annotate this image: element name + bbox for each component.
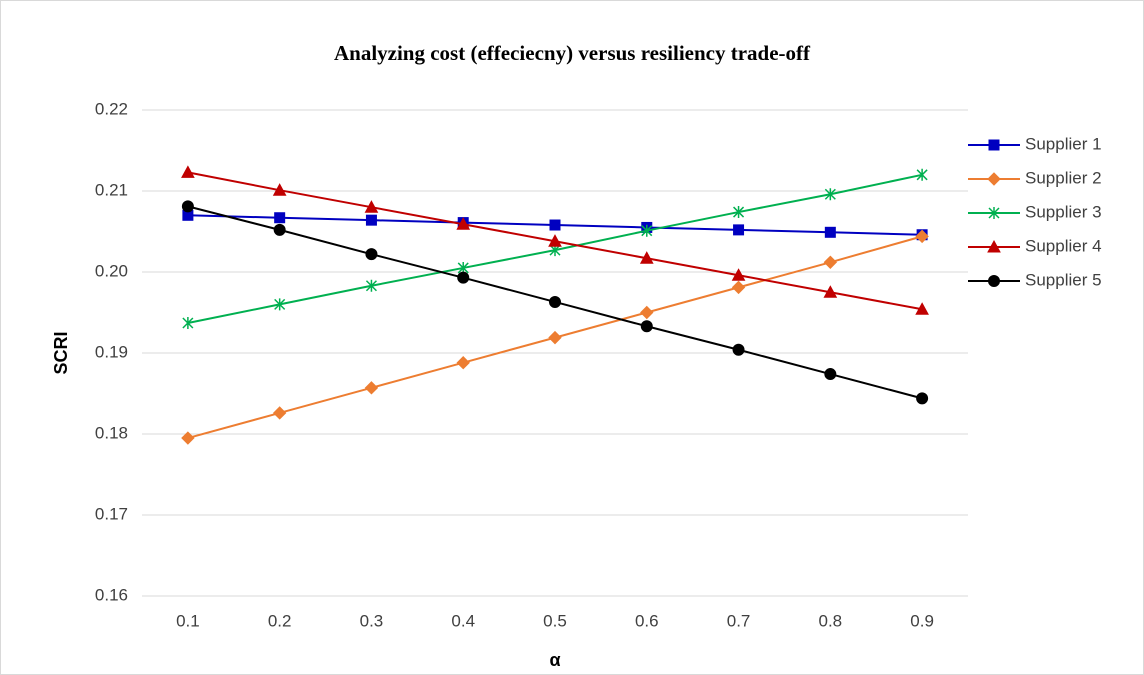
marker (640, 305, 654, 320)
marker (273, 223, 286, 236)
y-tick-label: 0.21 (95, 180, 128, 199)
chart-title: Analyzing cost (effeciecny) versus resil… (334, 41, 811, 65)
marker (823, 285, 838, 298)
y-tick-label: 0.18 (95, 423, 128, 442)
marker (823, 255, 838, 269)
x-tick-label: 0.2 (268, 611, 292, 630)
marker (824, 188, 836, 201)
marker (915, 302, 929, 315)
legend-marker (988, 207, 1000, 219)
marker (181, 200, 194, 213)
marker (274, 212, 286, 224)
marker (182, 317, 194, 330)
x-tick-label: 0.5 (543, 611, 567, 630)
marker (639, 251, 654, 264)
y-tick-label: 0.16 (95, 585, 128, 604)
x-tick-label: 0.9 (910, 611, 934, 630)
marker (640, 320, 653, 333)
y-tick-label: 0.22 (95, 99, 128, 118)
marker (365, 248, 378, 261)
x-tick-label: 0.3 (360, 611, 384, 630)
marker (824, 226, 836, 238)
legend-marker (987, 172, 1001, 186)
x-tick-label: 0.6 (635, 611, 659, 630)
marker (272, 183, 287, 196)
legend-label: Supplier 5 (1025, 270, 1102, 289)
legend-label: Supplier 2 (1025, 168, 1102, 187)
marker (915, 229, 929, 244)
marker (916, 392, 929, 405)
y-tick-label: 0.17 (95, 504, 128, 523)
marker (824, 368, 837, 381)
legend-marker (987, 239, 1001, 253)
marker (272, 406, 287, 420)
marker (365, 214, 377, 226)
marker (731, 268, 746, 281)
marker (548, 234, 562, 247)
legend-label: Supplier 1 (1025, 134, 1102, 153)
marker (365, 279, 377, 292)
y-tick-label: 0.20 (95, 261, 128, 280)
marker (732, 343, 745, 356)
x-tick-label: 0.7 (727, 611, 751, 630)
marker (181, 431, 195, 445)
marker (456, 356, 470, 370)
legend-marker (988, 275, 1000, 287)
marker (457, 271, 470, 284)
marker (274, 298, 286, 311)
marker (641, 224, 653, 237)
marker (456, 217, 471, 230)
marker (733, 206, 745, 219)
x-tick-label: 0.1 (176, 611, 200, 630)
y-axis-title: SCRI (51, 331, 71, 374)
x-axis-title: α (549, 650, 560, 670)
marker (733, 224, 745, 236)
marker (916, 168, 928, 181)
marker (731, 280, 746, 295)
marker (181, 165, 195, 178)
marker (364, 381, 379, 395)
marker (549, 219, 561, 231)
marker (549, 295, 561, 308)
x-tick-label: 0.8 (819, 611, 843, 630)
legend-label: Supplier 4 (1025, 236, 1102, 255)
marker (364, 200, 379, 213)
marker (548, 330, 562, 345)
x-tick-label: 0.4 (451, 611, 475, 630)
y-tick-label: 0.19 (95, 342, 128, 361)
legend-marker (988, 139, 1000, 151)
legend-label: Supplier 3 (1025, 202, 1102, 221)
